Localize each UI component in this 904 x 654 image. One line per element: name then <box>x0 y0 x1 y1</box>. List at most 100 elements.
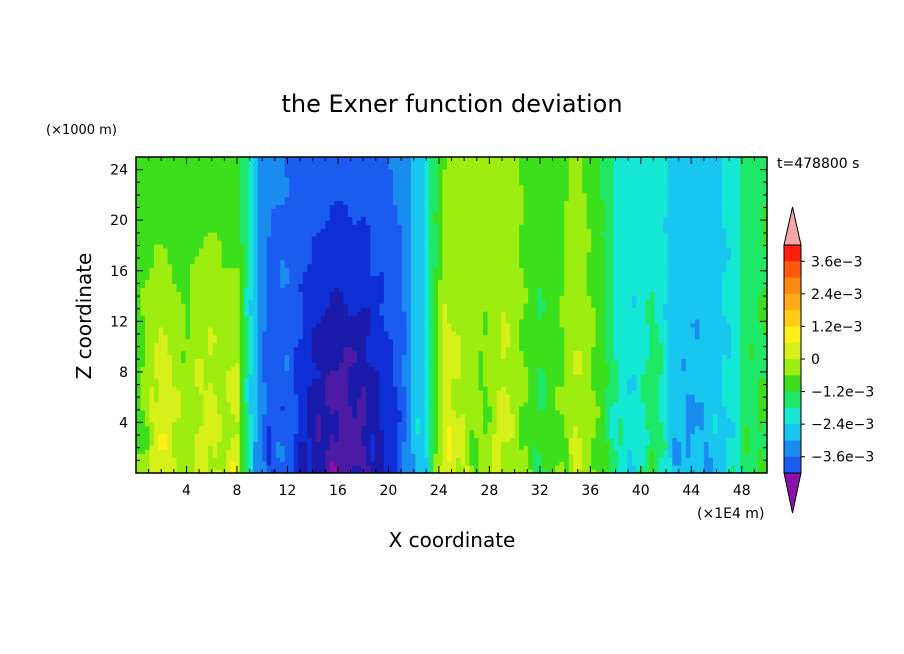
field-cell <box>379 200 385 205</box>
field-cell <box>415 386 421 391</box>
field-cell <box>212 204 218 209</box>
field-cell <box>271 176 277 182</box>
field-cell <box>257 378 263 383</box>
field-cell <box>140 180 146 186</box>
field-cell <box>343 224 349 229</box>
field-cell <box>370 188 376 194</box>
field-cell <box>257 228 263 233</box>
field-cell <box>154 236 160 241</box>
field-cell <box>316 160 322 166</box>
field-cell <box>203 220 209 225</box>
field-cell <box>149 386 155 391</box>
field-cell <box>266 366 272 371</box>
field-cell <box>338 330 344 336</box>
field-cell <box>289 228 295 233</box>
field-cell <box>163 220 169 225</box>
field-cell <box>307 315 313 320</box>
field-cell <box>356 291 362 296</box>
field-cell <box>320 200 326 205</box>
field-cell <box>415 342 421 348</box>
field-cell <box>163 350 169 356</box>
field-cell <box>361 429 367 435</box>
field-cell <box>181 180 187 186</box>
field-cell <box>401 413 408 419</box>
field-cell <box>226 228 232 233</box>
field-cell <box>149 394 155 399</box>
field-cell <box>262 338 268 344</box>
field-cell <box>388 287 394 292</box>
field-cell <box>136 196 142 202</box>
field-cell <box>347 334 353 340</box>
field-cell <box>302 405 308 411</box>
field-cell <box>230 366 236 371</box>
field-cell <box>257 362 263 367</box>
field-cell <box>190 386 196 391</box>
field-cell <box>140 220 146 225</box>
field-cell <box>343 370 349 375</box>
field-cell <box>248 449 254 454</box>
field-cell <box>343 318 349 324</box>
field-cell <box>266 394 272 399</box>
field-cell <box>347 405 353 411</box>
field-cell <box>212 433 218 439</box>
field-cell <box>401 346 408 352</box>
field-cell <box>181 287 187 292</box>
field-cell <box>302 232 308 237</box>
field-cell <box>190 342 196 348</box>
field-cell <box>316 401 322 407</box>
field-cell <box>406 445 412 450</box>
field-cell <box>140 287 146 292</box>
field-cell <box>253 220 259 225</box>
field-cell <box>190 255 196 261</box>
field-cell <box>298 394 304 399</box>
field-cell <box>275 172 281 178</box>
field-cell <box>253 318 259 324</box>
field-cell <box>415 409 421 415</box>
field-cell <box>172 228 178 233</box>
field-cell <box>343 283 349 288</box>
field-cell <box>320 409 326 415</box>
field-cell <box>248 386 254 391</box>
field-cell <box>140 382 146 387</box>
field-cell <box>136 247 142 253</box>
field-cell <box>352 409 358 415</box>
field-cell <box>140 401 146 407</box>
field-cell <box>329 465 335 470</box>
field-cell <box>338 200 344 205</box>
field-cell <box>145 283 151 288</box>
field-cell <box>356 247 362 253</box>
field-cell <box>235 192 241 198</box>
field-cell <box>383 362 389 367</box>
field-cell <box>293 322 299 328</box>
field-cell <box>329 449 335 454</box>
field-cell <box>356 224 362 229</box>
field-cell <box>284 358 290 363</box>
field-cell <box>262 255 268 261</box>
field-cell <box>374 267 380 273</box>
field-cell <box>280 338 286 344</box>
field-cell <box>248 429 254 435</box>
field-cell <box>235 180 241 186</box>
field-cell <box>343 386 349 391</box>
field-cell <box>361 279 367 284</box>
field-cell <box>230 405 236 411</box>
field-cell <box>284 366 290 371</box>
field-cell <box>208 200 214 205</box>
field-cell <box>356 413 362 419</box>
field-cell <box>226 326 232 332</box>
field-cell <box>185 461 191 466</box>
field-cell <box>208 239 214 245</box>
field-cell <box>221 200 227 205</box>
field-cell <box>158 200 164 205</box>
field-cell <box>298 239 304 245</box>
field-cell <box>158 243 164 249</box>
field-cell <box>338 445 344 450</box>
field-cell <box>388 243 394 249</box>
field-cell <box>370 220 376 225</box>
field-cell <box>185 315 191 320</box>
field-cell <box>311 342 317 348</box>
field-cell <box>212 394 218 399</box>
field-cell <box>401 315 408 320</box>
field-cell <box>262 279 268 284</box>
field-cell <box>181 465 187 470</box>
